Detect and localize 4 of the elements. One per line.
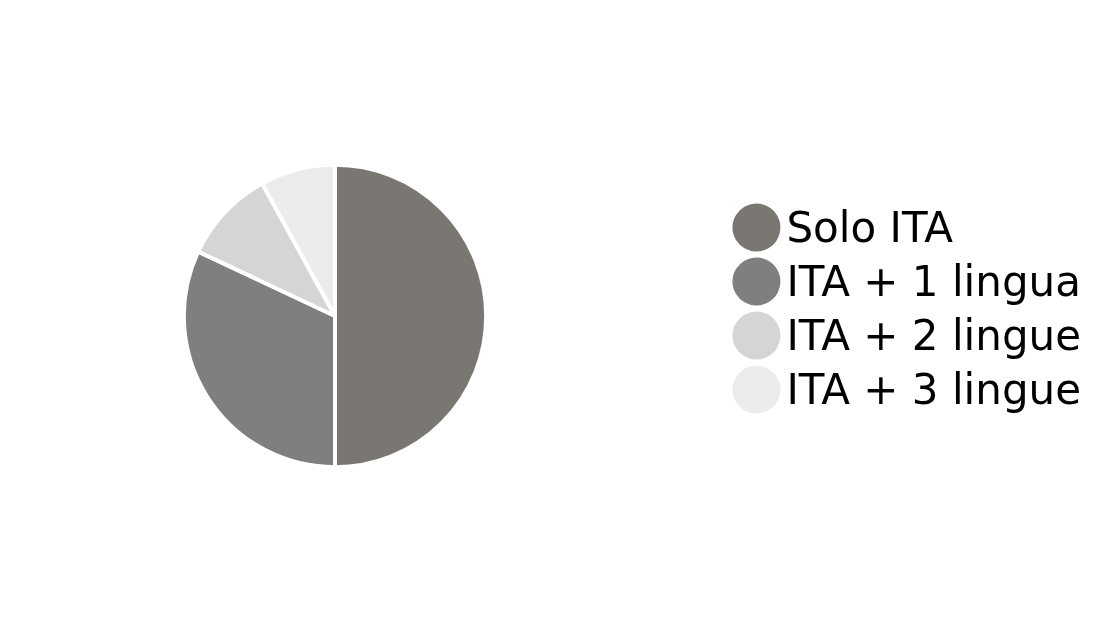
legend-label: Solo ITA xyxy=(786,203,954,252)
legend-label: ITA + 2 lingue xyxy=(786,311,1082,360)
legend-label: ITA + 3 lingue xyxy=(786,365,1082,414)
legend-label: ITA + 1 lingua xyxy=(786,257,1081,306)
